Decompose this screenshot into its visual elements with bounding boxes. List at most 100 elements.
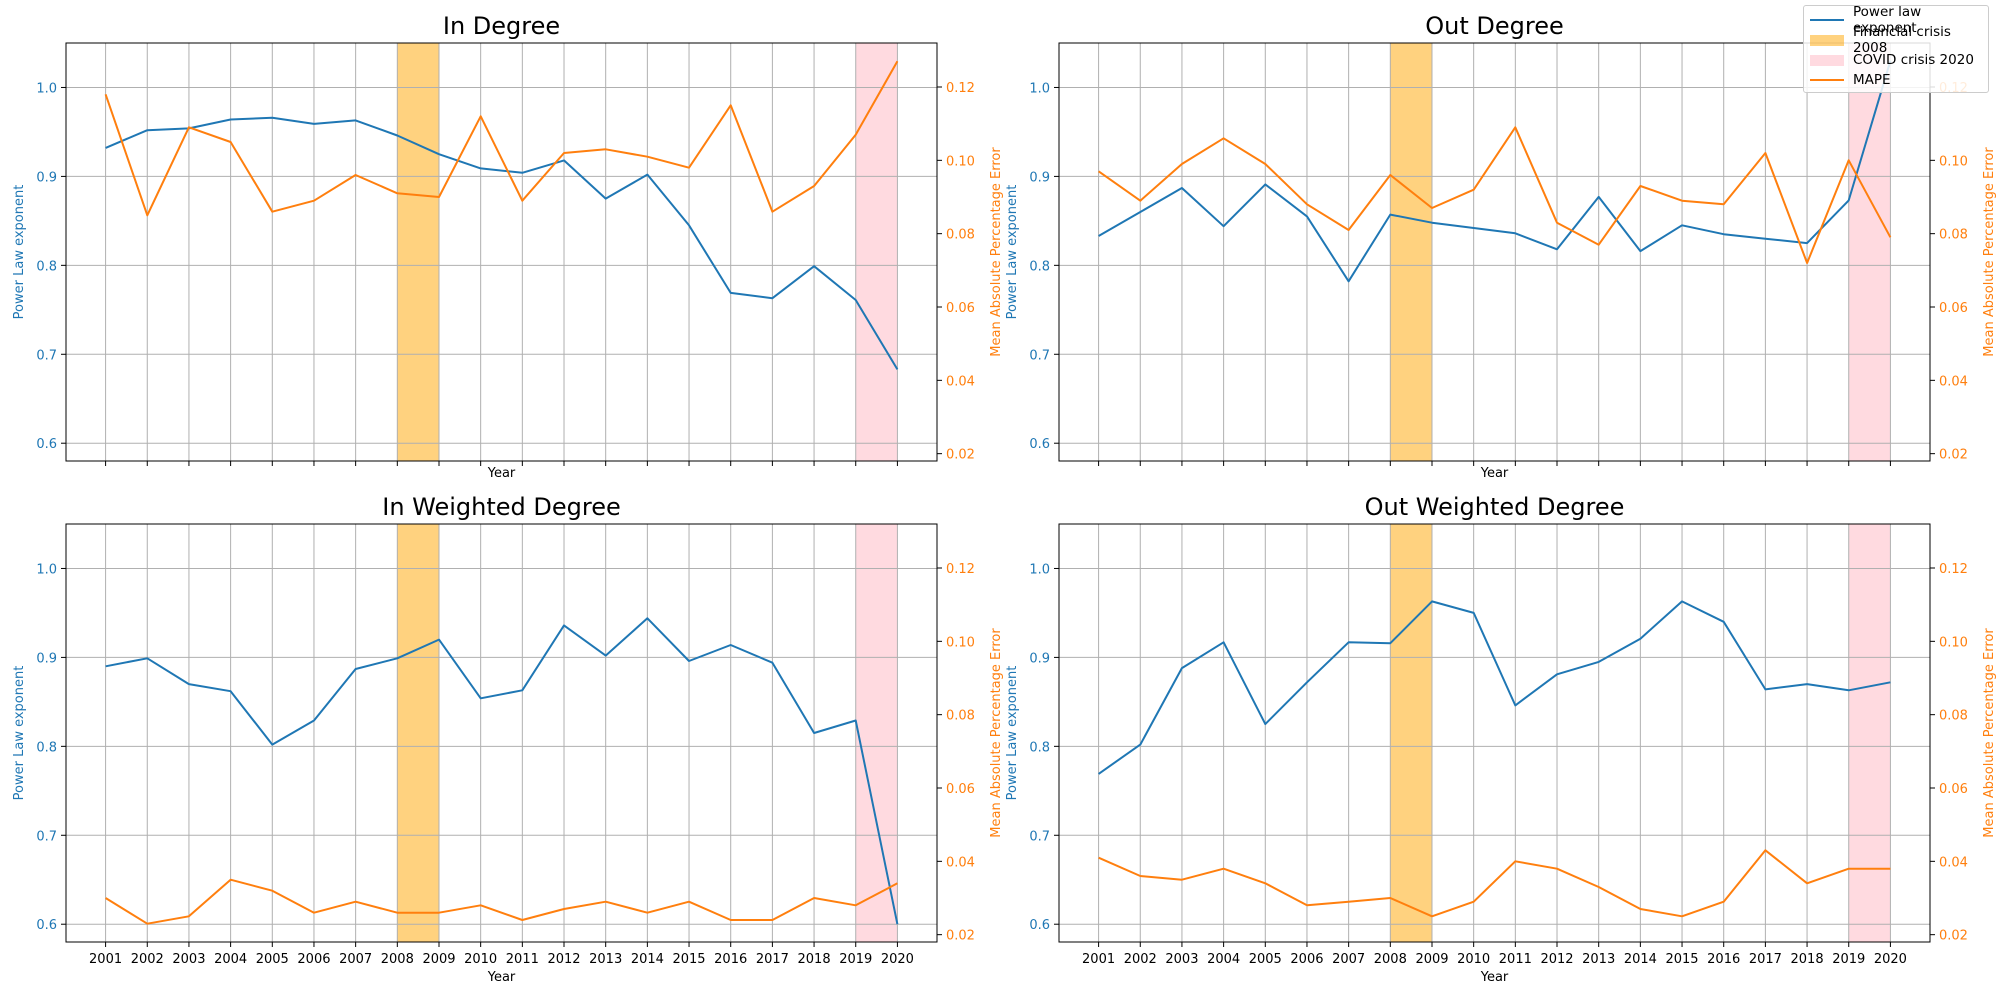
y-right-axis-label: Mean Absolute Percentage Error — [989, 147, 1004, 357]
covid-crisis-band — [855, 43, 898, 461]
x-axis-label: Year — [487, 970, 516, 985]
x-tick-label: 2019 — [839, 952, 872, 967]
x-tick-label: 2008 — [381, 952, 414, 967]
y-tick-label: 1.0 — [36, 81, 57, 96]
y-tick-label: 0.7 — [1029, 829, 1050, 844]
x-tick-label: 2020 — [1874, 952, 1907, 967]
y-tick-label: 0.9 — [1029, 651, 1050, 666]
y-right-tick-label: 0.12 — [946, 562, 975, 577]
y-right-tick-label: 0.06 — [1939, 301, 1968, 316]
y-tick-label: 0.7 — [36, 829, 57, 844]
y-tick-label: 1.0 — [1029, 81, 1050, 96]
y-right-tick-label: 0.04 — [1939, 855, 1968, 870]
y-right-tick-label: 0.06 — [946, 782, 975, 797]
y-right-tick-label: 0.10 — [946, 635, 975, 650]
chart-panel-2: 0.60.70.80.91.00.020.040.060.080.100.12O… — [1005, 12, 1997, 481]
y-right-tick-label: 0.04 — [946, 855, 975, 870]
y-right-tick-label: 0.10 — [1939, 635, 1968, 650]
covid-crisis-band — [1848, 524, 1891, 942]
chart-title: Out Degree — [1425, 12, 1564, 40]
y-right-tick-label: 0.06 — [1939, 782, 1968, 797]
chart-panel-3: 2001 2002 2003 2004 2005 2006 2007 2008 2009 2010… — [12, 493, 1004, 985]
y-tick-label: 0.6 — [36, 437, 57, 452]
y-tick-label: 0.8 — [36, 740, 57, 755]
legend-label-power-law: Power law exponent — [1853, 4, 1922, 36]
y-right-tick-label: 0.02 — [1939, 929, 1968, 944]
y-right-tick-label: 0.08 — [1939, 709, 1968, 724]
legend-swatch-financial-crisis — [1810, 34, 1844, 46]
y-right-axis-label: Mean Absolute Percentage Error — [1982, 147, 1997, 357]
y-tick-label: 0.6 — [1029, 918, 1050, 933]
y-right-tick-label: 0.04 — [1939, 374, 1968, 389]
legend-swatch-mape — [1810, 79, 1844, 81]
covid-crisis-band — [1848, 43, 1891, 461]
plot-frame — [65, 523, 938, 943]
y-tick-label: 0.6 — [1029, 437, 1050, 452]
y-right-tick-label: 0.12 — [1939, 562, 1968, 577]
x-tick-label: 2005 — [256, 952, 289, 967]
chart-panel-4: 2001 2002 2003 2004 2005 2006 2007 2008 2009 2010… — [1005, 493, 1997, 985]
y-right-tick-label: 0.12 — [946, 81, 975, 96]
y-tick-label: 0.8 — [1029, 740, 1050, 755]
power-law-line — [1098, 60, 1892, 283]
x-tick-label: 2014 — [1624, 952, 1657, 967]
chart-panel-1: 0.6 0.7 0.8 0.9 1.0 0.02 0.04 0.06 0.08 0.10 0.12 I… — [12, 12, 1004, 481]
chart-title: In Degree — [443, 12, 560, 40]
x-tick-label: 2002 — [131, 952, 164, 967]
y-right-tick-label: 0.08 — [1939, 228, 1968, 243]
x-tick-label: 2018 — [1791, 952, 1824, 967]
financial-crisis-band — [1390, 43, 1432, 461]
y-tick-label: 0.7 — [36, 348, 57, 363]
x-axis-label: Year — [1480, 466, 1509, 481]
y-tick-label: 0.6 — [36, 918, 57, 933]
x-tick-label: 2003 — [172, 952, 205, 967]
mape-line — [105, 878, 898, 925]
x-tick-label: 2010 — [1457, 952, 1490, 967]
x-tick-label: 2013 — [1582, 952, 1615, 967]
x-tick-label: 2012 — [1540, 952, 1573, 967]
y-right-tick-label: 0.04 — [946, 374, 975, 389]
y-axis-label: Power Law exponent — [1005, 666, 1020, 801]
x-tick-label: 2011 — [506, 952, 539, 967]
legend-item-mape: MAPE — [1810, 70, 1982, 90]
y-right-tick-label: 0.08 — [946, 228, 975, 243]
mape-line — [1098, 849, 1891, 918]
y-right-tick-label: 0.06 — [946, 301, 975, 316]
legend-item-power-law: Power law exponent — [1810, 4, 1982, 36]
y-right-tick-label: 0.02 — [1939, 448, 1968, 463]
x-tick-label: 2004 — [214, 952, 247, 967]
y-tick-label: 1.0 — [1029, 562, 1050, 577]
y-axis-label: Power Law exponent — [12, 666, 27, 801]
y-right-tick-label: 0.10 — [946, 154, 975, 169]
x-tick-label: 2001 — [89, 952, 122, 967]
y-tick-label: 0.9 — [36, 651, 57, 666]
x-tick-label: 2016 — [1707, 952, 1740, 967]
financial-crisis-band — [1390, 524, 1432, 942]
legend-label-covid-crisis: COVID crisis 2020 — [1853, 52, 1974, 68]
x-tick-label: 2015 — [672, 952, 705, 967]
plot-frame — [1058, 523, 1931, 943]
y-right-axis-label: Mean Absolute Percentage Error — [1982, 628, 1997, 838]
y-axis-label: Power Law exponent — [1005, 185, 1020, 320]
x-tick-label: 2001 — [1082, 952, 1115, 967]
y-tick-label: 0.9 — [36, 170, 57, 185]
x-tick-label: 2007 — [1332, 952, 1365, 967]
chart-title: In Weighted Degree — [382, 493, 621, 521]
y-tick-label: 0.8 — [1029, 259, 1050, 274]
legend-swatch-covid-crisis — [1810, 54, 1844, 66]
mape-line — [104, 60, 899, 217]
legend-label-financial-crisis: Financial crisis 2008 — [1853, 24, 1951, 56]
y-right-tick-label: 0.02 — [946, 929, 975, 944]
y-tick-label: 0.8 — [36, 259, 57, 274]
x-tick-label: 2003 — [1165, 952, 1198, 967]
x-tick-label: 2017 — [756, 952, 789, 967]
x-tick-label: 2010 — [464, 952, 497, 967]
x-tick-label: 2020 — [881, 952, 914, 967]
y-right-axis-label: Mean Absolute Percentage Error — [989, 628, 1004, 838]
legend-label-mape: MAPE — [1853, 72, 1891, 88]
x-tick-label: 2019 — [1832, 952, 1865, 967]
x-tick-label: 2016 — [714, 952, 747, 967]
y-right-tick-label: 0.02 — [946, 448, 975, 463]
legend: Power law exponent Financial crisis 2008… — [1803, 4, 1989, 93]
x-tick-label: 2009 — [1415, 952, 1448, 967]
